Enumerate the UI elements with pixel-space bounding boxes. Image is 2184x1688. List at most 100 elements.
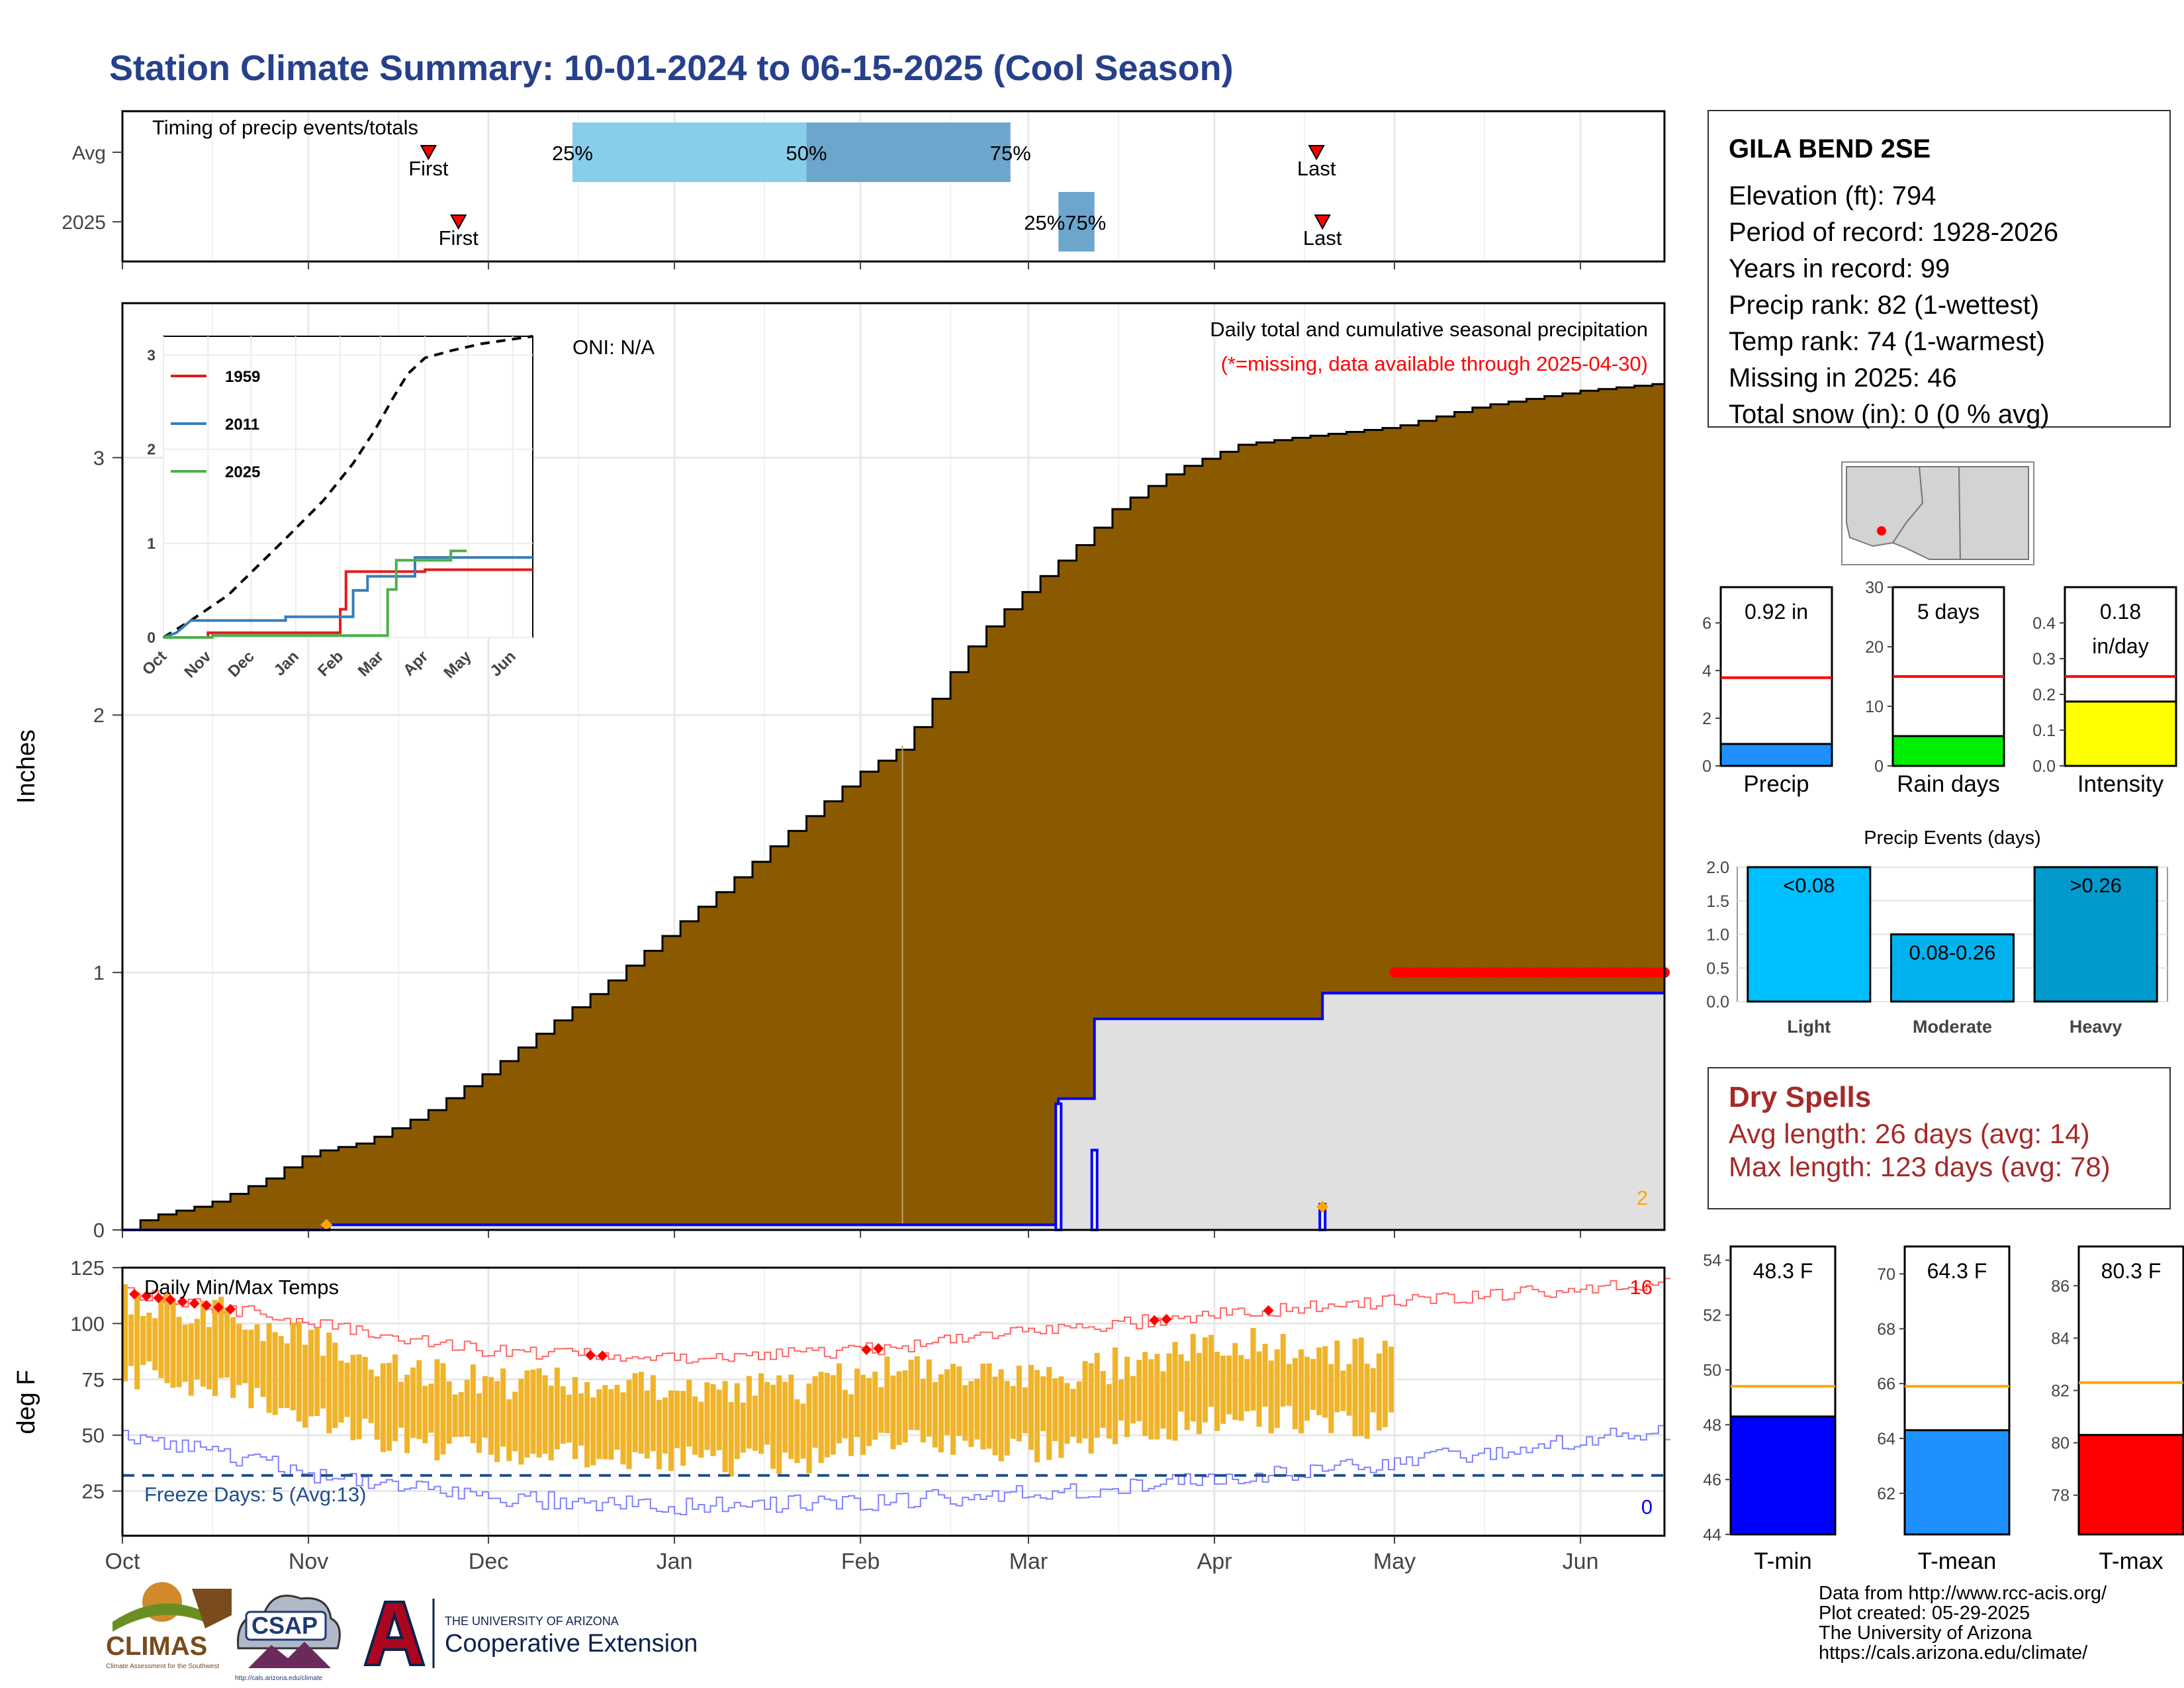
temps-daily-range-bar <box>1064 1383 1070 1444</box>
events-bar-label: <0.08 <box>1783 874 1835 897</box>
temps-daily-range-bar <box>488 1377 494 1455</box>
temps-x-tick-label: Oct <box>105 1549 140 1574</box>
credit-line: Data from http://www.rcc-acis.org/ <box>1819 1583 2107 1604</box>
temps-daily-range-bar <box>356 1354 362 1440</box>
temps-daily-range-bar <box>752 1395 758 1451</box>
temps-daily-range-bar <box>758 1373 764 1454</box>
precip-panel: 0 1 2 3 Daily total and cumulative seasonal … <box>13 302 1670 1242</box>
temps-daily-range-bar <box>1292 1358 1298 1430</box>
temps-record-high-marker <box>165 1294 176 1305</box>
temps-daily-range-bar <box>248 1329 254 1409</box>
temps-daily-range-bar <box>632 1373 638 1452</box>
temps-daily-range-bar <box>1004 1381 1010 1456</box>
temps-x-tick-label: Apr <box>1197 1549 1232 1574</box>
station-name: GILA BEND 2SE <box>1729 134 1931 164</box>
precip-summary-y-tick-label: 30 <box>1865 579 1884 597</box>
temps-daily-range-bar <box>974 1378 980 1440</box>
timing-avg-last-label: Last <box>1297 157 1336 180</box>
temps-daily-range-bar <box>194 1319 200 1380</box>
temps-daily-range-bar <box>662 1397 668 1454</box>
precip-summary-y-tick-label: 0.4 <box>2032 614 2056 633</box>
temps-record-high-marker <box>861 1344 872 1355</box>
temps-daily-range-bar <box>626 1380 632 1470</box>
temps-daily-range-bar <box>554 1367 560 1450</box>
temps-daily-range-bar <box>1166 1353 1172 1440</box>
inset-month-label: Jan <box>271 647 302 679</box>
temps-daily-range-bar <box>914 1356 920 1430</box>
temps-daily-range-bar <box>890 1375 896 1450</box>
temps-daily-range-bar <box>872 1372 878 1440</box>
temps-daily-range-bar <box>458 1391 464 1437</box>
temps-daily-range-bar <box>602 1385 608 1460</box>
temps-daily-range-bar <box>1040 1376 1046 1432</box>
temps-y-tick-label: 75 <box>82 1368 105 1391</box>
precip-summary-y-tick-label: 0 <box>1874 757 1884 776</box>
events-y-tick-label: 1.0 <box>1706 926 1729 945</box>
temps-daily-range-bar <box>1322 1346 1328 1418</box>
temps-title: Daily Min/Max Temps <box>144 1276 339 1299</box>
precip-summary-y-tick-label: 0.0 <box>2032 757 2056 776</box>
locator-map <box>1841 461 2034 565</box>
temps-daily-range-bar <box>182 1325 188 1382</box>
precip-record-count: 2 <box>1637 1186 1648 1209</box>
temps-record-low-line <box>122 1425 1671 1516</box>
temps-daily-range-bar <box>128 1314 134 1366</box>
temps-daily-range-bar <box>1214 1352 1220 1431</box>
temps-daily-range-bar <box>1082 1361 1088 1438</box>
temps-daily-range-bar <box>668 1390 674 1472</box>
temps-record-high-marker <box>873 1342 884 1354</box>
temps-daily-range-bar <box>512 1391 518 1452</box>
dry-spells-heading: Dry Spells <box>1729 1081 1872 1113</box>
temps-daily-range-bar <box>380 1363 386 1452</box>
precip-summary-y-tick-label: 4 <box>1702 662 1711 680</box>
temps-daily-range-bar <box>830 1375 836 1455</box>
temps-daily-range-bar <box>698 1401 704 1458</box>
temps-daily-range-bar <box>1106 1383 1112 1439</box>
temps-daily-range-bar <box>236 1323 242 1385</box>
temps-y-tick-label: 50 <box>82 1424 105 1447</box>
temps-daily-range-bar <box>548 1385 554 1461</box>
temps-daily-range-bar <box>188 1323 194 1396</box>
precip-events-panel: Precip Events (days) 0.0 0.5 1.0 1.5 2.0 <0.08… <box>1706 827 2168 1037</box>
temps-daily-range-bar <box>446 1381 452 1444</box>
temps-daily-range-bar <box>170 1298 176 1388</box>
inset-legend-label: 1959 <box>225 368 260 386</box>
temps-freeze-label: Freeze Days: 5 (Avg:13) <box>144 1483 366 1506</box>
inset-month-label: Apr <box>400 647 432 679</box>
station-info-line: Missing in 2025: 46 <box>1729 363 1957 393</box>
temps-daily-range-bar <box>1112 1347 1118 1444</box>
temps-daily-range-bar <box>848 1394 854 1456</box>
temp-summary-y-tick-label: 52 <box>1703 1307 1721 1325</box>
temps-daily-range-bar <box>1190 1333 1196 1422</box>
temps-daily-range-bar <box>1148 1359 1154 1440</box>
temps-record-high-line <box>122 1278 1671 1364</box>
temps-daily-range-bar <box>542 1375 548 1454</box>
temp-summary-y-tick-label: 64 <box>1877 1430 1895 1448</box>
temps-daily-range-bar <box>746 1376 752 1449</box>
inset-series-line <box>163 568 533 639</box>
temps-daily-range-bar <box>902 1370 908 1443</box>
temps-daily-range-bar <box>146 1312 152 1362</box>
temps-record-high-marker <box>213 1301 224 1313</box>
temps-daily-range-bar <box>368 1369 374 1423</box>
temps-daily-range-bar <box>560 1386 566 1444</box>
temps-daily-range-bar <box>1094 1352 1100 1438</box>
temps-daily-range-bar <box>530 1369 536 1454</box>
temps-daily-range-bar <box>158 1296 164 1378</box>
precip-2025-cumulative-area <box>122 993 1664 1230</box>
precip-chart-title: Daily total and cumulative seasonal prec… <box>1210 318 1648 341</box>
temp-summary-y-tick-label: 78 <box>2051 1487 2070 1505</box>
precip-summary-value-label: 5 days <box>1917 600 1979 624</box>
station-info-box: GILA BEND 2SE Elevation (ft): 794 Period… <box>1707 110 2171 429</box>
precip-summary-y-tick-label: 20 <box>1865 638 1884 657</box>
temps-daily-range-bar <box>218 1296 224 1378</box>
temps-daily-range-bar <box>1136 1360 1142 1421</box>
temps-daily-range-bar <box>878 1387 884 1433</box>
temps-daily-range-bar <box>806 1383 812 1474</box>
temps-daily-range-bar <box>344 1362 350 1417</box>
temps-daily-range-bar <box>860 1374 866 1455</box>
temps-daily-range-bar <box>206 1327 212 1389</box>
temps-daily-range-bar <box>1232 1342 1238 1420</box>
temps-daily-range-bar <box>428 1383 434 1433</box>
